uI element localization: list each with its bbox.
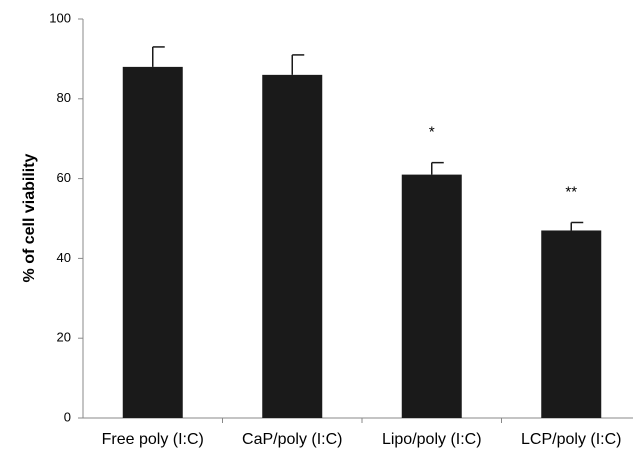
y-tick-label: 100 [49, 10, 71, 25]
significance-label: * [429, 124, 435, 141]
x-tick-label: Free poly (I:C) [102, 431, 204, 448]
x-tick-label: Lipo/poly (I:C) [382, 431, 482, 448]
y-tick-label: 60 [57, 170, 71, 185]
y-tick-label: 20 [57, 330, 71, 345]
bar [401, 174, 462, 418]
y-tick-label: 0 [64, 409, 71, 424]
significance-label: ** [565, 183, 577, 200]
bar [122, 66, 183, 418]
x-tick-label: LCP/poly (I:C) [521, 431, 621, 448]
x-tick-label: CaP/poly (I:C) [242, 431, 342, 448]
y-tick-label: 40 [57, 250, 71, 265]
y-tick-label: 80 [57, 90, 71, 105]
y-axis-title: % of cell viability [21, 153, 38, 282]
bar [262, 74, 323, 419]
bar [541, 230, 602, 418]
